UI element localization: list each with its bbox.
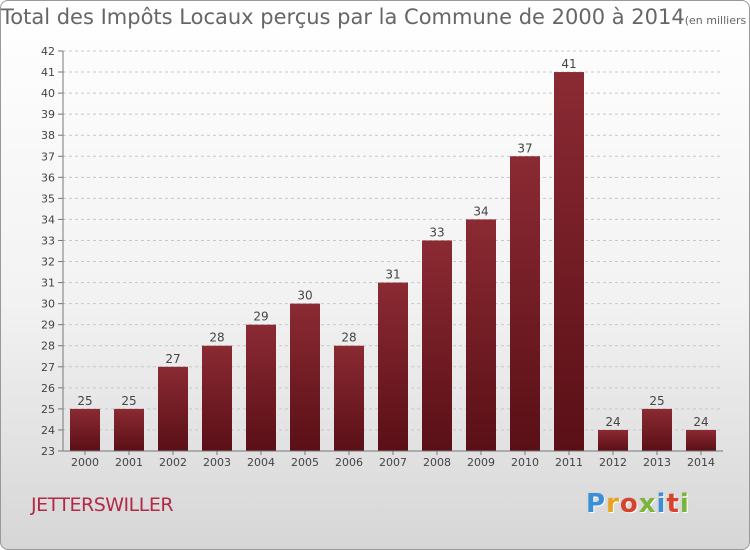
bar-2000 (70, 408, 100, 451)
x-tick-label-2003: 2003 (203, 456, 231, 469)
bar-layer (70, 72, 716, 451)
logo-letter: P (586, 489, 607, 519)
x-tick-label-2014: 2014 (687, 456, 715, 469)
bar-2014 (686, 429, 716, 451)
x-tick-label-2001: 2001 (115, 456, 143, 469)
y-tick-label: 23 (41, 445, 55, 458)
axis-layer: 23 24 25 26 27 28 29 30 31 32 33 34 35 36 37 38 39 40 41 42… (41, 45, 723, 469)
x-tick-label-2006: 2006 (335, 456, 363, 469)
bar-2004 (246, 324, 276, 451)
y-tick-label: 38 (41, 129, 55, 142)
bar-2013 (642, 408, 672, 451)
y-tick-label: 32 (41, 256, 55, 269)
y-tick-label: 37 (41, 150, 55, 163)
x-tick-label-2011: 2011 (555, 456, 583, 469)
x-tick-label-2007: 2007 (379, 456, 407, 469)
label-layer: 25 25 27 28 29 30 28 31 33 34 37 41 24 25 24 (77, 57, 708, 429)
value-label-2009: 34 (473, 204, 488, 218)
bar-2010 (510, 156, 540, 451)
bar-2003 (202, 345, 232, 451)
value-label-2012: 24 (605, 415, 620, 429)
x-tick-label-2004: 2004 (247, 456, 275, 469)
value-label-2005: 30 (297, 289, 312, 303)
y-tick-label: 27 (41, 361, 55, 374)
bar-2007 (378, 282, 408, 451)
y-tick-label: 31 (41, 277, 55, 290)
bar-2002 (158, 366, 188, 451)
value-label-2010: 37 (517, 141, 532, 155)
x-tick-label-2000: 2000 (71, 456, 99, 469)
logo-letter: x (638, 489, 657, 519)
value-label-2000: 25 (77, 394, 92, 408)
x-tick-label-2008: 2008 (423, 456, 451, 469)
bar-2005 (290, 303, 320, 451)
bar-2006 (334, 345, 364, 451)
value-label-2006: 28 (341, 331, 356, 345)
logo-letter: i (656, 489, 667, 519)
x-tick-label-2012: 2012 (599, 456, 627, 469)
x-tick-label-2013: 2013 (643, 456, 671, 469)
value-label-2003: 28 (209, 331, 224, 345)
value-label-2007: 31 (385, 268, 400, 282)
value-label-2008: 33 (429, 225, 444, 239)
proxiti-logo[interactable]: Proxiti (586, 489, 690, 519)
logo-letter: r (606, 489, 620, 519)
bar-2009 (466, 219, 496, 451)
y-tick-label: 35 (41, 192, 55, 205)
y-tick-label: 42 (41, 45, 55, 58)
commune-name: JETTERSWILLER (31, 494, 174, 516)
y-tick-label: 39 (41, 108, 55, 121)
value-label-2001: 25 (121, 394, 136, 408)
x-tick-label-2010: 2010 (511, 456, 539, 469)
y-tick-label: 41 (41, 66, 55, 79)
y-tick-label: 24 (41, 424, 55, 437)
x-tick-label-2005: 2005 (291, 456, 319, 469)
y-tick-label: 26 (41, 382, 55, 395)
logo-letter: i (679, 489, 690, 519)
y-tick-label: 30 (41, 298, 55, 311)
chart-unit: (en milliers d'€) (684, 14, 749, 27)
y-tick-label: 25 (41, 403, 55, 416)
x-tick-label-2002: 2002 (159, 456, 187, 469)
bar-2012 (598, 429, 628, 451)
y-tick-label: 28 (41, 340, 55, 353)
logo-letter: t (666, 489, 680, 519)
bar-2008 (422, 240, 452, 451)
value-label-2002: 27 (165, 352, 180, 366)
y-tick-label: 29 (41, 319, 55, 332)
y-tick-label: 34 (41, 213, 55, 226)
value-label-2004: 29 (253, 310, 268, 324)
bar-2001 (114, 408, 144, 451)
value-label-2011: 41 (561, 57, 576, 71)
logo-letter: o (619, 489, 639, 519)
chart-title: Total des Impôts Locaux perçus par la Co… (1, 5, 685, 29)
y-tick-label: 40 (41, 87, 55, 100)
bar-2011 (554, 72, 584, 451)
value-label-2013: 25 (649, 394, 664, 408)
y-tick-label: 36 (41, 171, 55, 184)
y-tick-label: 33 (41, 234, 55, 247)
title-row: Total des Impôts Locaux perçus par la Co… (1, 5, 749, 29)
x-tick-label-2009: 2009 (467, 456, 495, 469)
value-label-2014: 24 (693, 415, 708, 429)
